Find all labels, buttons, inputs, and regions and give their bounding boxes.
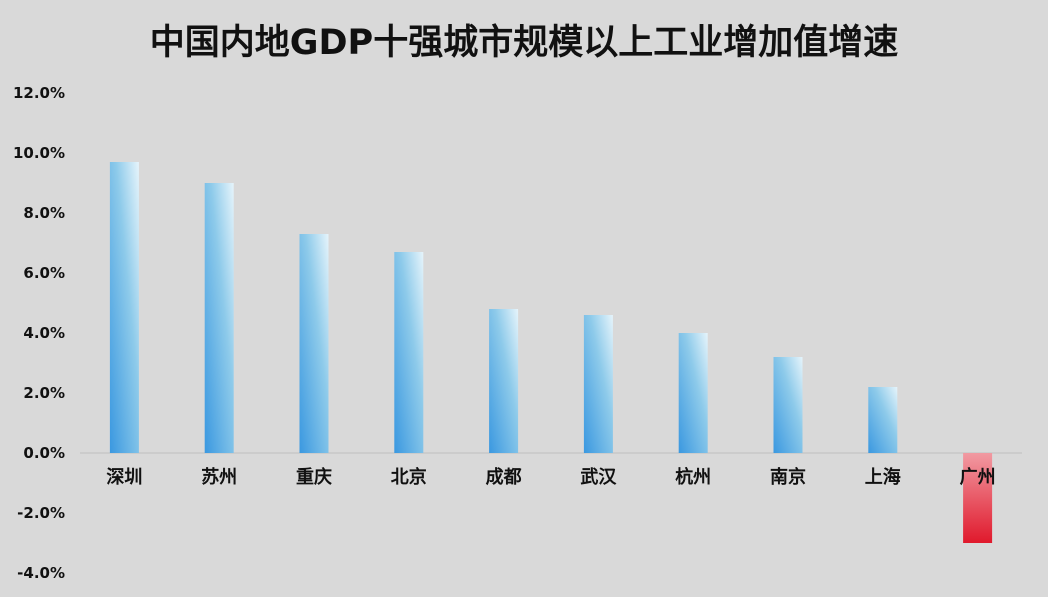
bar-杭州 (678, 333, 708, 453)
bar-北京 (394, 252, 424, 453)
chart-title: 中国内地GDP十强城市规模以上工业增加值增速 (150, 23, 898, 63)
y-tick-label: 8.0% (23, 204, 65, 222)
y-tick-label: 0.0% (23, 444, 65, 462)
x-tick-label: 上海 (865, 466, 901, 488)
x-axis-labels: 深圳 苏州 重庆 北京 成都 武汉 杭州 南京 上海 广州 (106, 466, 995, 488)
y-tick-label: 10.0% (13, 144, 65, 162)
x-tick-label: 重庆 (296, 466, 332, 488)
bar-深圳 (109, 162, 139, 453)
bar-南京 (773, 357, 803, 453)
bar-苏州 (204, 183, 234, 453)
y-tick-label: 4.0% (23, 324, 65, 342)
x-tick-label: 深圳 (106, 466, 142, 488)
x-tick-label: 杭州 (675, 466, 711, 488)
x-tick-label: 广州 (960, 466, 996, 488)
x-tick-label: 武汉 (580, 467, 617, 488)
x-tick-label: 北京 (391, 466, 427, 488)
bars (109, 162, 993, 543)
x-tick-label: 南京 (770, 466, 806, 488)
bar-广州 (963, 453, 993, 543)
y-tick-label: -4.0% (17, 564, 65, 582)
bar-武汉 (583, 315, 613, 453)
x-tick-label: 苏州 (201, 466, 237, 488)
y-axis-ticks: 12.0% 10.0% 8.0% 6.0% 4.0% 2.0% 0.0% -2.0% -4.0% (13, 84, 65, 582)
bar-重庆 (299, 234, 329, 453)
y-tick-label: -2.0% (17, 504, 65, 522)
bar-成都 (489, 309, 519, 453)
y-tick-label: 6.0% (23, 264, 65, 282)
bar-上海 (868, 387, 898, 453)
x-tick-label: 成都 (486, 466, 522, 488)
y-tick-label: 2.0% (23, 384, 65, 402)
y-tick-label: 12.0% (13, 84, 65, 102)
